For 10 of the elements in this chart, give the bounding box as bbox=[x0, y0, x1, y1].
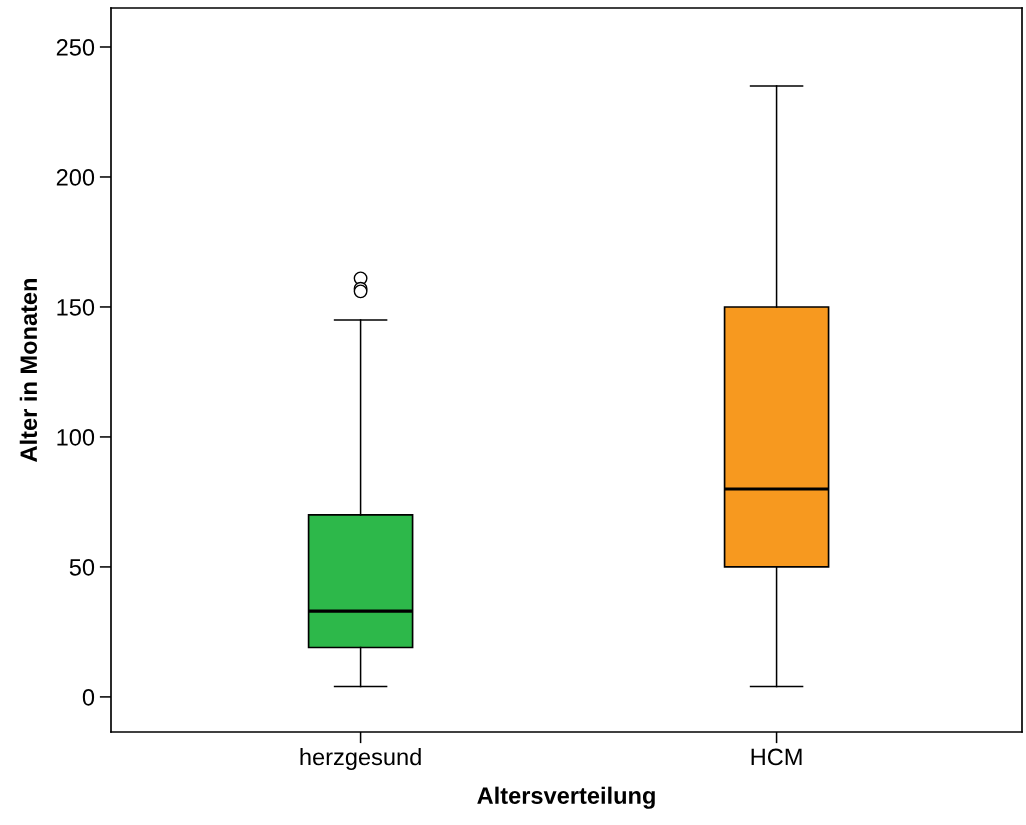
y-axis-title: Alter in Monaten bbox=[19, 278, 38, 462]
x-tick-label: herzgesund bbox=[300, 747, 421, 770]
y-tick-label: 200 bbox=[56, 169, 95, 186]
y-tick-label: 0 bbox=[82, 688, 95, 706]
y-tick-label: 50 bbox=[69, 558, 95, 576]
y-tick-label: 150 bbox=[57, 299, 95, 316]
y-tick-label: 100 bbox=[57, 429, 95, 446]
x-tick-label: HCM bbox=[751, 748, 802, 766]
x-axis-title: Altersverteilung bbox=[477, 786, 655, 809]
y-tick-label: 250 bbox=[56, 39, 95, 56]
